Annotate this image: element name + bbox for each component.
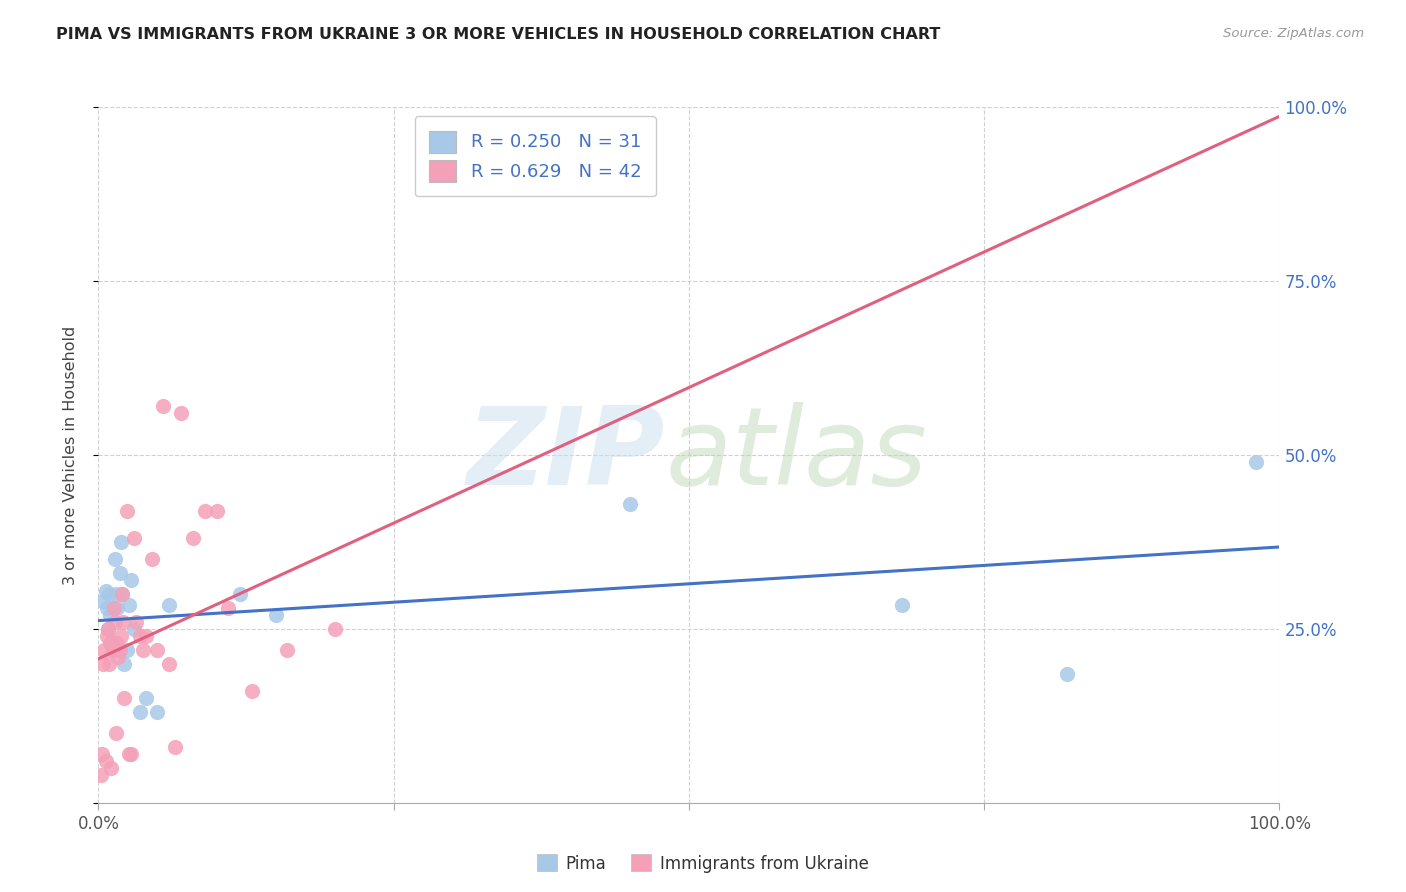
- Point: [104, 552, 127, 566]
- Point: [146, 642, 169, 657]
- Text: atlas: atlas: [665, 402, 927, 508]
- Point: [128, 629, 150, 643]
- Point: [105, 587, 128, 601]
- Text: Source: ZipAtlas.com: Source: ZipAtlas.com: [1223, 27, 1364, 40]
- Point: [103, 642, 125, 657]
- Point: [101, 601, 124, 615]
- Point: [181, 532, 204, 546]
- Point: [90, 768, 112, 782]
- Point: [146, 706, 169, 720]
- Point: [103, 601, 125, 615]
- Legend: R = 0.250   N = 31, R = 0.629   N = 42: R = 0.250 N = 31, R = 0.629 N = 42: [415, 116, 657, 196]
- Point: [105, 601, 128, 615]
- Point: [111, 587, 134, 601]
- Point: [94, 583, 117, 598]
- Point: [264, 607, 287, 622]
- Point: [205, 503, 228, 517]
- Point: [125, 615, 148, 629]
- Point: [132, 642, 155, 657]
- Point: [108, 642, 131, 657]
- Point: [110, 535, 132, 549]
- Point: [96, 629, 118, 643]
- Point: [91, 657, 114, 671]
- Point: [105, 636, 128, 650]
- Point: [118, 598, 141, 612]
- Point: [122, 532, 145, 546]
- Point: [122, 622, 145, 636]
- Point: [118, 747, 141, 761]
- Point: [104, 615, 127, 629]
- Legend: Pima, Immigrants from Ukraine: Pima, Immigrants from Ukraine: [530, 847, 876, 880]
- Point: [115, 503, 138, 517]
- Point: [100, 636, 122, 650]
- Point: [217, 601, 239, 615]
- Point: [107, 642, 129, 657]
- Point: [111, 587, 134, 601]
- Point: [91, 594, 114, 608]
- Point: [323, 622, 346, 636]
- Point: [112, 615, 135, 629]
- Point: [94, 754, 117, 768]
- Point: [97, 622, 120, 636]
- Point: [170, 406, 193, 420]
- Point: [619, 497, 641, 511]
- Point: [1056, 667, 1078, 681]
- Point: [112, 691, 135, 706]
- Point: [107, 649, 129, 664]
- Point: [276, 642, 298, 657]
- Point: [229, 587, 252, 601]
- Point: [98, 657, 121, 671]
- Point: [157, 598, 180, 612]
- Point: [141, 552, 163, 566]
- Point: [108, 566, 131, 581]
- Point: [135, 629, 157, 643]
- Y-axis label: 3 or more Vehicles in Household: 3 or more Vehicles in Household: [63, 326, 77, 584]
- Point: [105, 726, 128, 740]
- Point: [115, 642, 138, 657]
- Point: [110, 629, 132, 643]
- Point: [97, 622, 120, 636]
- Point: [135, 691, 157, 706]
- Point: [100, 761, 122, 775]
- Point: [98, 607, 121, 622]
- Point: [890, 598, 912, 612]
- Point: [194, 503, 217, 517]
- Point: [121, 747, 143, 761]
- Point: [157, 657, 180, 671]
- Point: [165, 740, 187, 755]
- Text: ZIP: ZIP: [467, 402, 665, 508]
- Point: [96, 601, 118, 615]
- Text: PIMA VS IMMIGRANTS FROM UKRAINE 3 OR MORE VEHICLES IN HOUSEHOLD CORRELATION CHAR: PIMA VS IMMIGRANTS FROM UKRAINE 3 OR MOR…: [56, 27, 941, 42]
- Point: [93, 642, 115, 657]
- Point: [101, 642, 124, 657]
- Point: [112, 657, 135, 671]
- Point: [128, 706, 150, 720]
- Point: [98, 636, 121, 650]
- Point: [91, 747, 114, 761]
- Point: [1244, 455, 1267, 469]
- Point: [121, 573, 143, 587]
- Point: [152, 399, 174, 413]
- Point: [240, 684, 263, 698]
- Point: [98, 587, 121, 601]
